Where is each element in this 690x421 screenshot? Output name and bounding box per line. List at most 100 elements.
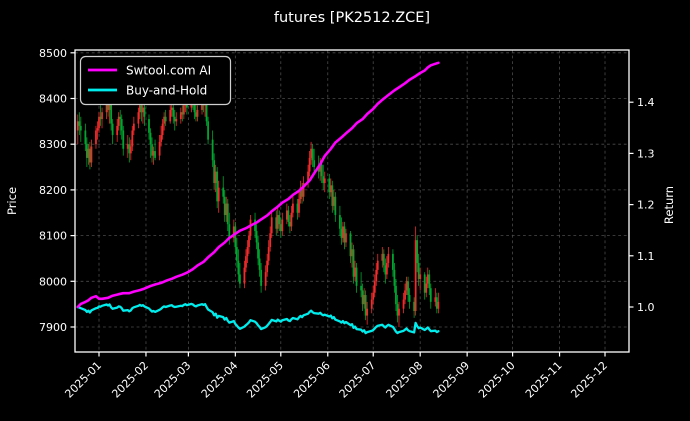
candle-body bbox=[179, 112, 182, 120]
return-tick-label: 1.3 bbox=[637, 147, 655, 160]
price-tick-label: 8300 bbox=[39, 138, 67, 151]
price-tick-label: 7900 bbox=[39, 321, 67, 334]
candle-body bbox=[361, 290, 364, 305]
candle-body bbox=[319, 164, 322, 172]
candle-body bbox=[402, 299, 405, 309]
candle-body bbox=[290, 212, 293, 227]
candle-body bbox=[351, 249, 353, 257]
candle-body bbox=[437, 301, 440, 309]
candle-body bbox=[413, 301, 416, 312]
candle-body bbox=[84, 130, 87, 145]
date-tick-label: 2025-10 bbox=[476, 359, 518, 401]
date-tick-label: 2025-03 bbox=[152, 359, 194, 401]
price-tick-label: 8500 bbox=[39, 47, 67, 60]
candle-body bbox=[235, 247, 238, 261]
candle-body bbox=[275, 217, 278, 229]
candle-body bbox=[352, 249, 355, 277]
candle-body bbox=[269, 233, 272, 248]
candle-body bbox=[207, 121, 209, 140]
candle-body bbox=[370, 299, 373, 309]
candle-body bbox=[299, 187, 302, 200]
candle-body bbox=[85, 144, 88, 158]
candle-body bbox=[364, 295, 367, 316]
candle-body bbox=[276, 215, 279, 229]
candle-body bbox=[222, 187, 225, 197]
candle-body bbox=[170, 107, 173, 110]
price-axis-label: Price bbox=[5, 187, 19, 215]
return-tick-label: 1.0 bbox=[637, 301, 655, 314]
candle-body bbox=[285, 210, 288, 220]
candle-body bbox=[425, 283, 428, 293]
candle-body bbox=[120, 119, 123, 131]
candle-body bbox=[105, 103, 108, 113]
candle-body bbox=[435, 297, 438, 309]
candle-body bbox=[201, 100, 203, 110]
date-tick-label: 2025-08 bbox=[384, 359, 426, 401]
candle-body bbox=[126, 144, 129, 149]
candle-body bbox=[148, 119, 150, 133]
candle-body bbox=[308, 157, 311, 172]
candle-body bbox=[266, 260, 269, 273]
candle-body bbox=[260, 269, 263, 286]
candle-body bbox=[87, 148, 90, 158]
price-tick-label: 8000 bbox=[39, 275, 67, 288]
candle-body bbox=[225, 203, 228, 216]
candle-body bbox=[278, 215, 281, 225]
candle-body bbox=[331, 185, 334, 206]
candle-body bbox=[322, 176, 325, 184]
date-tick-label: 2025-12 bbox=[568, 359, 610, 401]
date-tick-label: 2025-05 bbox=[244, 359, 286, 401]
candle-body bbox=[95, 130, 97, 145]
candle-body bbox=[214, 171, 217, 184]
candle-body bbox=[417, 263, 420, 280]
candle-body bbox=[249, 219, 252, 236]
candle-body bbox=[372, 292, 375, 300]
date-tick-label: 2025-11 bbox=[523, 359, 565, 401]
candle-body bbox=[434, 297, 437, 302]
candle-body bbox=[320, 164, 323, 177]
candle-body bbox=[228, 224, 231, 238]
legend-label-ai: Swtool.com AI bbox=[126, 64, 211, 78]
candle-body bbox=[428, 274, 431, 289]
candle-body bbox=[161, 123, 164, 136]
candle-body bbox=[89, 148, 91, 163]
candle-body bbox=[376, 260, 379, 270]
candle-body bbox=[329, 185, 332, 193]
candle-body bbox=[205, 100, 208, 122]
candle-body bbox=[343, 226, 346, 243]
candle-body bbox=[164, 116, 167, 122]
candle-body bbox=[234, 226, 237, 248]
candle-body bbox=[258, 258, 261, 270]
candle-body bbox=[122, 130, 125, 149]
candle-body bbox=[381, 253, 384, 261]
candle-body bbox=[310, 148, 312, 158]
candle-body bbox=[193, 103, 196, 113]
candle-body bbox=[407, 281, 409, 296]
candle-body bbox=[142, 107, 144, 113]
candle-body bbox=[79, 125, 82, 131]
candle-body bbox=[311, 148, 314, 161]
candle-body bbox=[238, 274, 241, 284]
candle-body bbox=[408, 295, 411, 302]
candle-body bbox=[158, 141, 161, 156]
candle-body bbox=[175, 119, 178, 122]
candle-body bbox=[98, 116, 100, 129]
candle-body bbox=[317, 167, 320, 172]
candle-body bbox=[117, 116, 120, 126]
candle-body bbox=[99, 116, 102, 120]
candle-body bbox=[172, 107, 175, 117]
candle-body bbox=[182, 105, 185, 115]
candlestick-layer bbox=[76, 93, 440, 327]
candle-body bbox=[393, 269, 396, 286]
candle-body bbox=[373, 281, 376, 293]
candle-body bbox=[416, 240, 419, 264]
candle-body bbox=[255, 231, 258, 243]
candle-body bbox=[173, 116, 176, 122]
candle-body bbox=[226, 203, 229, 225]
candle-body bbox=[243, 267, 246, 284]
candle-body bbox=[137, 112, 140, 124]
candle-body bbox=[169, 109, 172, 122]
candle-body bbox=[195, 112, 197, 117]
candle-body bbox=[392, 253, 394, 270]
candle-body bbox=[385, 263, 388, 275]
